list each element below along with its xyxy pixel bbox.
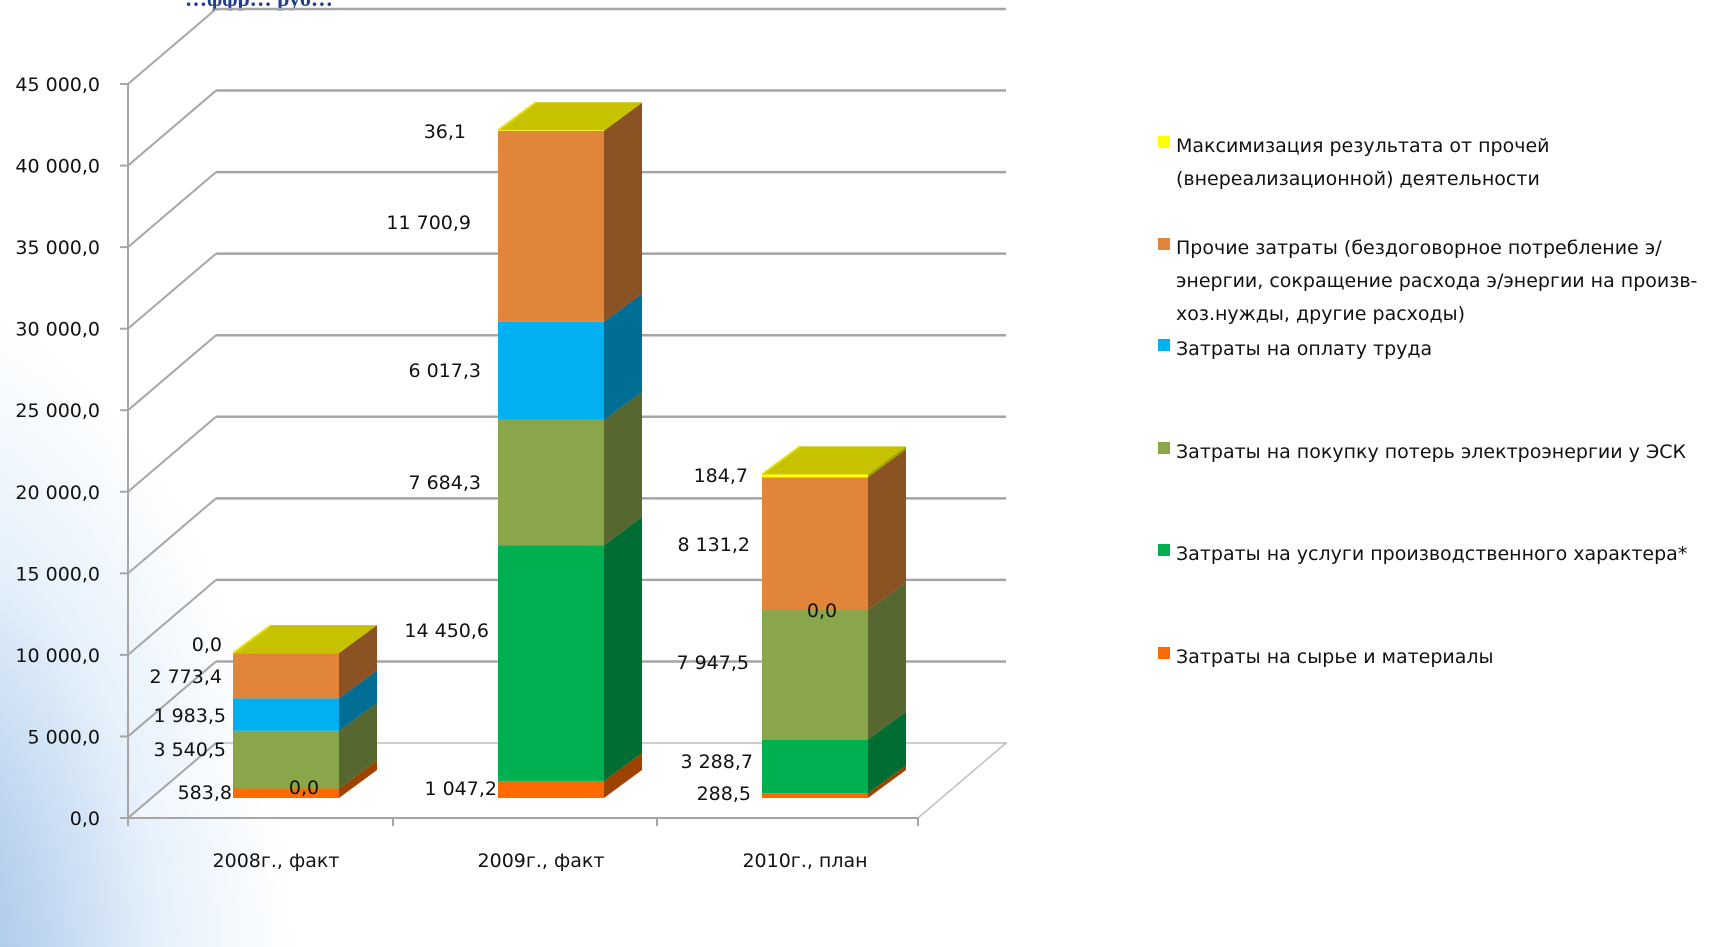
data-labels: 583,8 0,0 3 540,5 1 983,5 2 773,4 0,0 1 047,2 1…	[149, 121, 837, 805]
legend-label: Максимизация результата от прочей (внере…	[1176, 135, 1550, 190]
bar-segment-side	[339, 702, 377, 789]
gridline-left	[127, 497, 217, 575]
x-tick-label: 2010г., план	[742, 850, 867, 872]
bar-segment-front	[498, 130, 604, 322]
gridline-left	[127, 8, 217, 85]
data-label: 11 700,9	[386, 212, 471, 234]
y-tick-label: 35 000,0	[15, 237, 100, 259]
bar-segment-front	[498, 130, 604, 131]
gridline-left	[127, 334, 217, 411]
bar-segment-front	[233, 730, 339, 789]
bar-segment-front	[498, 545, 604, 781]
legend-swatch	[1158, 647, 1170, 659]
y-tick-label: 15 000,0	[15, 563, 100, 585]
legend-label: Затраты на услуги производственного хара…	[1176, 543, 1688, 565]
data-label: 7 947,5	[676, 652, 749, 674]
data-label: 2 773,4	[149, 666, 222, 688]
gridline-left	[127, 579, 217, 656]
y-tick-label: 5 000,0	[27, 726, 100, 748]
bar-segment-front	[762, 610, 868, 740]
x-tick-label: 2008г., факт	[213, 850, 340, 872]
data-label: 3 288,7	[680, 751, 753, 773]
legend-label: Затраты на оплату труда	[1176, 338, 1433, 360]
gridline-left	[127, 89, 217, 167]
chart-title-fragment: …ффр… руб…	[185, 0, 333, 12]
bar-segment-side	[604, 293, 642, 420]
data-label: 7 684,3	[408, 472, 481, 494]
data-label: 1 983,5	[153, 705, 226, 727]
legend-swatch	[1158, 544, 1170, 556]
legend-label: Затраты на покупку потерь электроэнергии…	[1176, 441, 1686, 463]
data-label: 0,0	[289, 777, 319, 799]
axes	[120, 83, 919, 826]
data-label: 36,1	[424, 121, 466, 143]
bars	[232, 101, 906, 798]
bar-segment-side	[604, 391, 642, 546]
bar-segment-front	[233, 698, 339, 731]
gridline-left	[127, 171, 217, 248]
y-tick-label: 0,0	[70, 808, 100, 830]
data-label: 288,5	[697, 783, 751, 805]
legend-swatch	[1158, 136, 1170, 148]
data-label: 0,0	[192, 634, 222, 656]
y-tick-label: 30 000,0	[15, 319, 100, 341]
gridline-left	[127, 742, 217, 819]
legend-label: Затраты на сырье и материалы	[1176, 646, 1494, 668]
bar-segment-side	[868, 711, 906, 794]
y-tick-label: 20 000,0	[15, 482, 100, 504]
bar-segment-side	[868, 765, 906, 798]
bar-segment-front	[762, 477, 868, 611]
bar-segment-side	[604, 752, 642, 798]
data-label: 184,7	[694, 465, 748, 487]
legend-label: Прочие затраты (бездоговорное потреблени…	[1176, 237, 1698, 325]
y-tick-label: 25 000,0	[15, 400, 100, 422]
bar-top-edge	[761, 445, 801, 476]
bar-segment-side	[604, 102, 642, 322]
bar-segment-side	[339, 670, 377, 731]
data-label: 0,0	[807, 600, 837, 622]
gridline-left	[127, 416, 217, 493]
bar-segment-front	[233, 653, 339, 699]
bar-top-face	[762, 446, 906, 475]
y-tick-label: 10 000,0	[15, 645, 100, 667]
bar-segment-side	[604, 102, 642, 131]
legend-swatch	[1158, 442, 1170, 454]
bar-segment-side	[868, 449, 906, 611]
bar-segment-side	[339, 760, 377, 798]
bar-segment-front	[762, 793, 868, 798]
bar-segment-front	[498, 780, 604, 798]
bar-segment-front	[498, 419, 604, 546]
bar-segment-side	[868, 582, 906, 740]
data-label: 8 131,2	[677, 534, 750, 556]
data-label: 3 540,5	[153, 739, 226, 761]
data-label: 1 047,2	[424, 778, 497, 800]
bar-segment-front	[762, 474, 868, 478]
data-label: 14 450,6	[404, 620, 489, 642]
tick-labels: 0,0 5 000,0 10 000,0 15 000,0 20 000,0 25 000…	[15, 74, 867, 872]
bar-segment-side	[604, 517, 642, 781]
y-tick-label: 45 000,0	[15, 74, 100, 96]
data-label: 6 017,3	[408, 360, 481, 382]
x-tick-label: 2009г., факт	[478, 850, 605, 872]
bar-segment-front	[762, 739, 868, 794]
legend: Максимизация результата от прочей (внере…	[1158, 0, 1703, 947]
bar-segment-side	[339, 625, 377, 699]
bar-top-face	[498, 102, 642, 131]
legend-swatch	[1158, 238, 1170, 250]
data-label: 583,8	[178, 782, 232, 804]
bar-segment-side	[868, 446, 906, 478]
bar-segment-front	[233, 788, 339, 798]
bar-top-edge	[497, 101, 537, 132]
legend-swatch	[1158, 339, 1170, 351]
bar-segment-front	[498, 321, 604, 420]
bar-top-edge	[232, 624, 272, 654]
gridline-left	[127, 252, 217, 330]
y-tick-label: 40 000,0	[15, 156, 100, 178]
gridline-left	[127, 660, 217, 738]
bar-top-face	[233, 625, 377, 654]
